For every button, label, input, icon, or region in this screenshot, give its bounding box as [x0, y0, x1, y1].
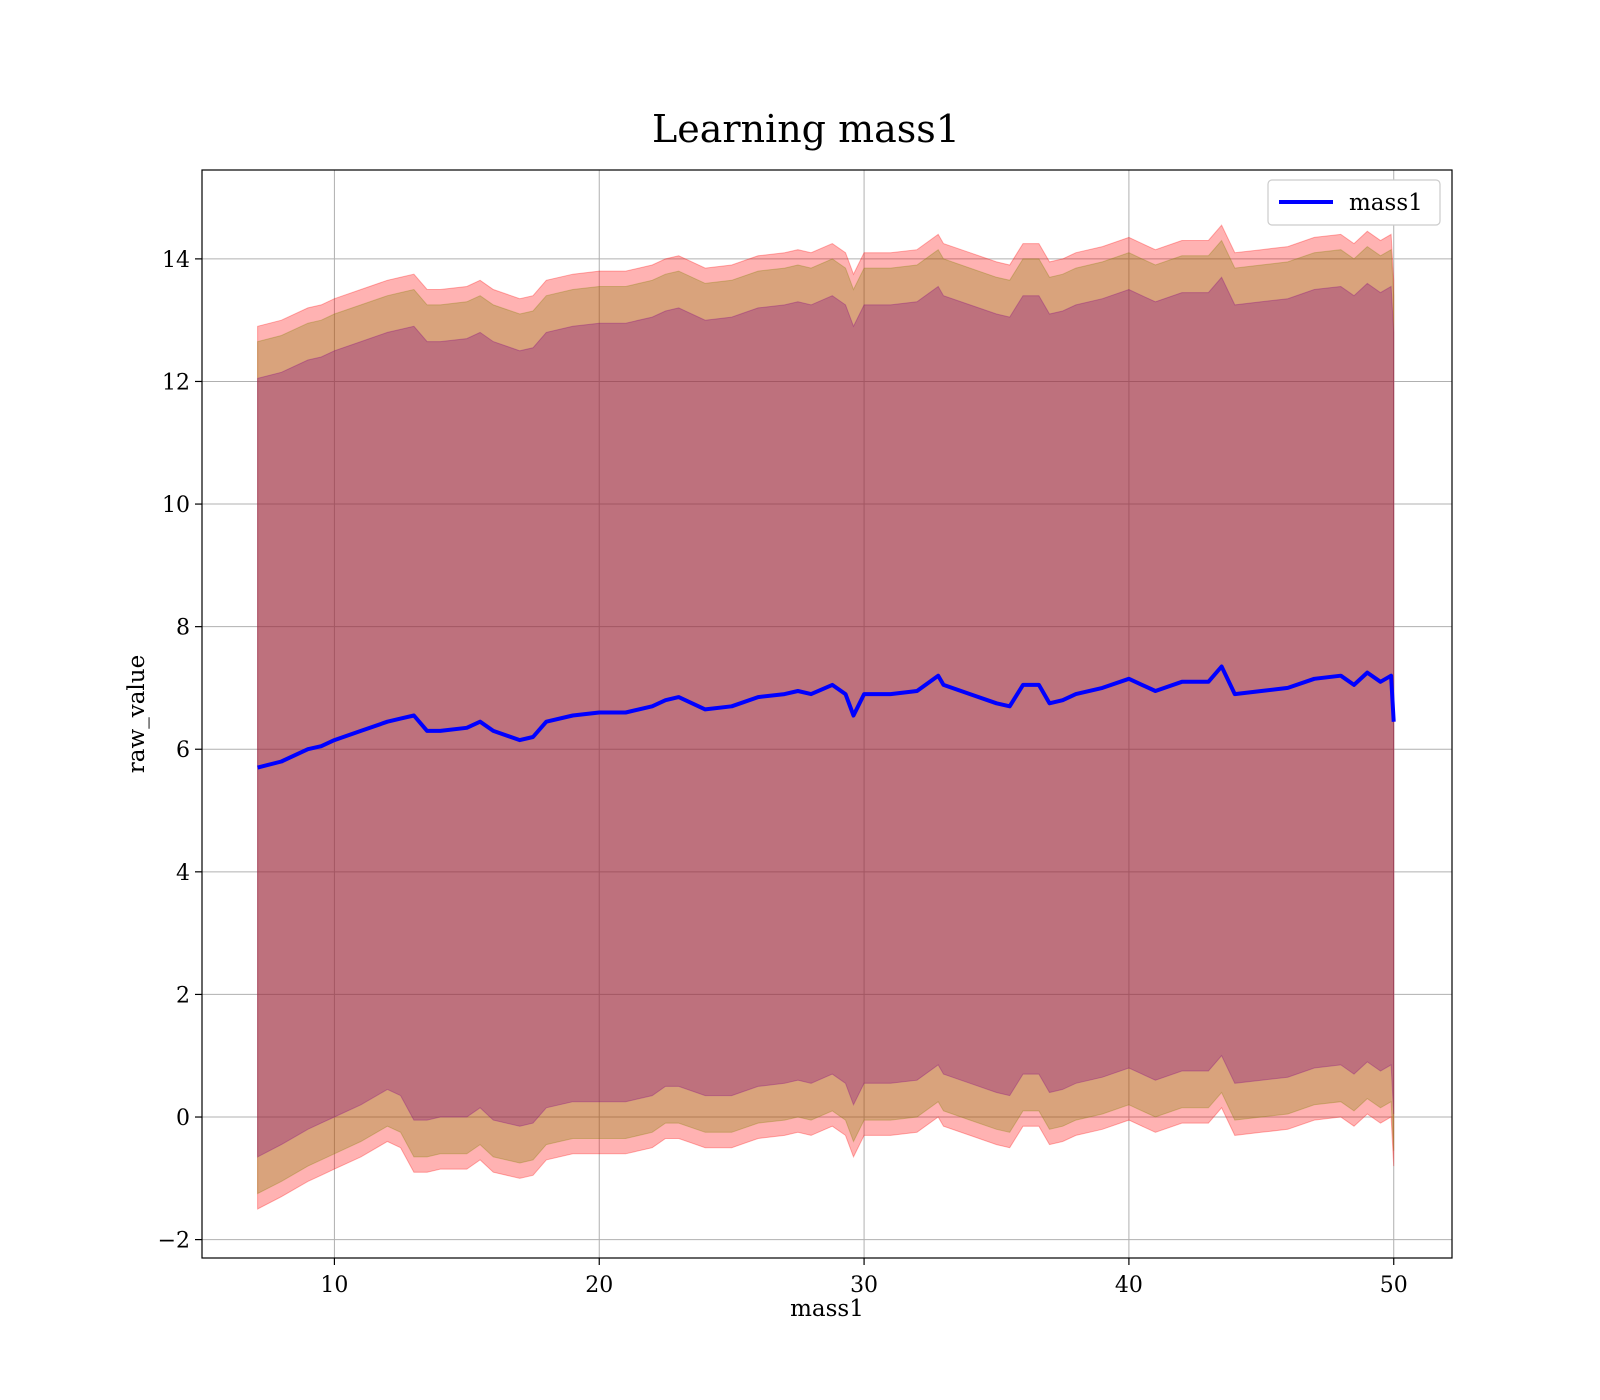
- plot-background: [202, 170, 1452, 1258]
- y-tick-label: 2: [176, 983, 190, 1008]
- band-outer-area: [257, 224, 1395, 1210]
- x-axis-label: mass1: [790, 1296, 864, 1322]
- y-axis-label: raw_value: [124, 655, 150, 773]
- y-tick-label: 0: [176, 1106, 190, 1131]
- x-axis-ticks: 10 20 30 40 50: [320, 1258, 1408, 1298]
- series-line-layer: [257, 664, 1396, 770]
- y-tick-label: 14: [162, 248, 190, 273]
- y-tick-label: 12: [162, 370, 190, 395]
- series-line-mass1: [257, 664, 1396, 770]
- band-mid-area: [257, 239, 1395, 1195]
- x-tick-label: 10: [320, 1273, 348, 1298]
- x-tick-label: 40: [1115, 1273, 1143, 1298]
- band-mid: [257, 239, 1395, 1195]
- x-tick-label: 20: [585, 1273, 613, 1298]
- legend-label-mass1: mass1: [1349, 190, 1423, 216]
- band-inner: [257, 276, 1395, 1158]
- y-tick-label: 10: [162, 493, 190, 518]
- y-tick-label: −2: [158, 1229, 190, 1254]
- chart-title: Learning mass1: [652, 107, 960, 151]
- x-tick-label: 30: [850, 1273, 878, 1298]
- plot-frame: [201, 169, 1453, 1259]
- legend-box: [1267, 179, 1441, 226]
- y-tick-label: 6: [176, 738, 190, 763]
- plot-area: [201, 169, 1453, 1259]
- band-outer: [257, 224, 1395, 1210]
- y-tick-label: 4: [176, 861, 190, 886]
- grid: [202, 170, 1452, 1258]
- band-inner-area: [257, 276, 1395, 1158]
- y-tick-label: 8: [176, 616, 190, 641]
- x-tick-label: 50: [1380, 1273, 1408, 1298]
- legend: mass1: [1267, 179, 1441, 226]
- y-axis-ticks: −2 0 2 4 6 8 10 12 14: [158, 248, 202, 1254]
